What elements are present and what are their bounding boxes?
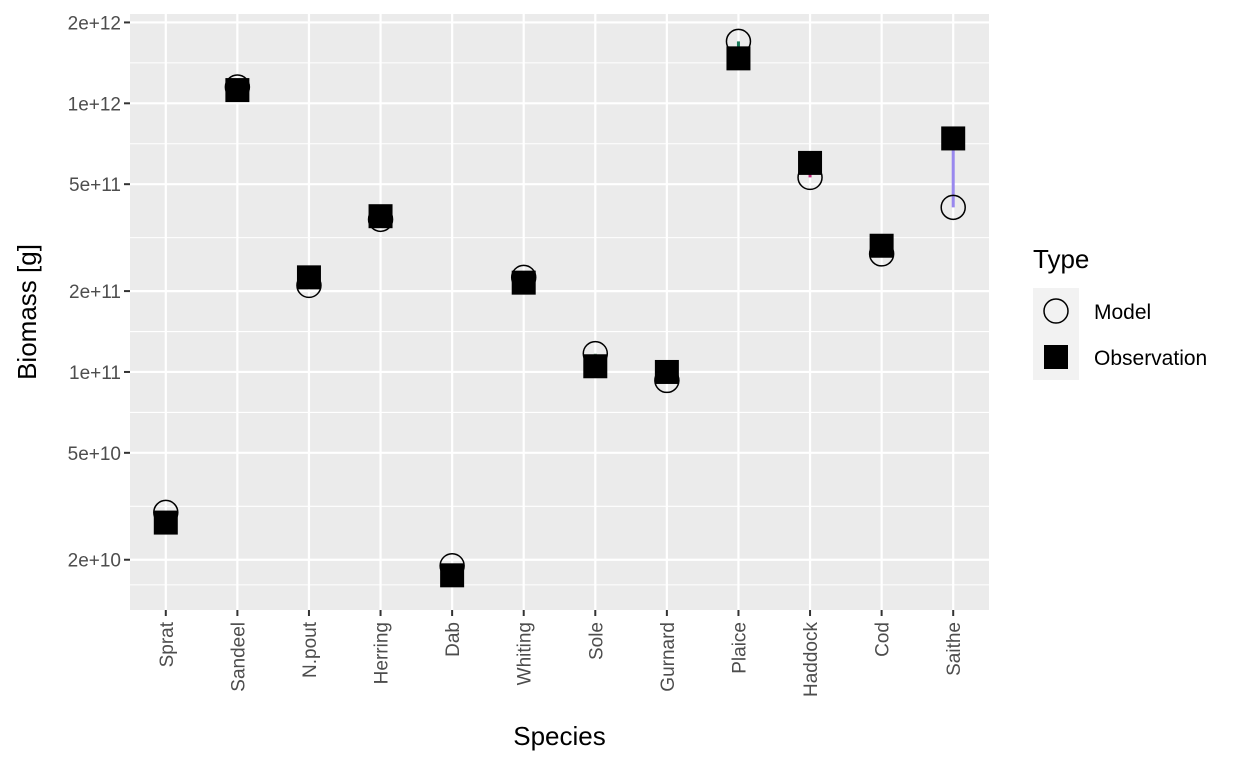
x-tick-label: Whiting	[515, 622, 536, 685]
model-point	[868, 241, 895, 267]
model-point	[224, 74, 251, 100]
x-tick-label: Plaice	[729, 622, 750, 674]
grid-lines	[130, 14, 989, 610]
plot-panel	[130, 14, 989, 610]
observation-point	[511, 270, 536, 295]
model-point	[296, 272, 322, 299]
model-point	[940, 194, 966, 221]
axes: 2e+10 5e+10 1e+11 2e+11 5e+11 1e+12 2e+12 Sprat…	[68, 13, 966, 697]
x-tick-label: Cod	[873, 622, 894, 657]
observation-point	[153, 510, 178, 535]
model-point	[582, 340, 609, 367]
y-tick-label: 2e+10	[68, 551, 121, 572]
legend-label-observation: Observation	[1094, 347, 1207, 370]
legend: Type Model Observation	[1033, 244, 1207, 380]
model-point	[153, 499, 179, 526]
y-tick-label: 5e+10	[68, 444, 121, 465]
x-tick-label: N.pout	[300, 621, 321, 678]
model-point	[654, 367, 680, 394]
y-tick-label: 2e+12	[68, 13, 121, 34]
x-tick-label: Sprat	[157, 621, 178, 667]
model-point	[367, 206, 394, 233]
observation-point	[440, 563, 465, 588]
legend-label-model: Model	[1094, 301, 1151, 324]
observation-point	[368, 204, 393, 229]
observation-point	[941, 126, 966, 151]
y-tick-label: 2e+11	[69, 282, 121, 303]
x-tick-label: Sole	[586, 622, 607, 660]
legend-key-model-icon	[1043, 298, 1069, 324]
y-tick-label: 5e+11	[69, 175, 121, 196]
model-point	[439, 552, 465, 579]
observation-point	[798, 150, 823, 175]
data-points	[153, 28, 966, 588]
legend-key-observation-icon	[1044, 345, 1068, 369]
model-point	[797, 164, 823, 191]
y-tick-label: 1e+11	[69, 363, 121, 384]
y-axis-title: Biomass [g]	[12, 244, 42, 380]
observation-point	[225, 78, 250, 103]
model-point	[510, 264, 537, 291]
legend-title: Type	[1033, 244, 1089, 274]
x-tick-label: Dab	[443, 622, 464, 657]
x-tick-label: Haddock	[801, 622, 822, 697]
x-axis-title: Species	[513, 721, 606, 751]
x-tick-label: Sandeel	[228, 622, 249, 692]
x-tick-label: Herring	[372, 622, 393, 684]
y-tick-label: 1e+12	[68, 94, 121, 115]
model-point	[725, 28, 752, 55]
x-tick-label: Gurnard	[658, 622, 679, 692]
x-tick-label: Saithe	[944, 622, 965, 676]
